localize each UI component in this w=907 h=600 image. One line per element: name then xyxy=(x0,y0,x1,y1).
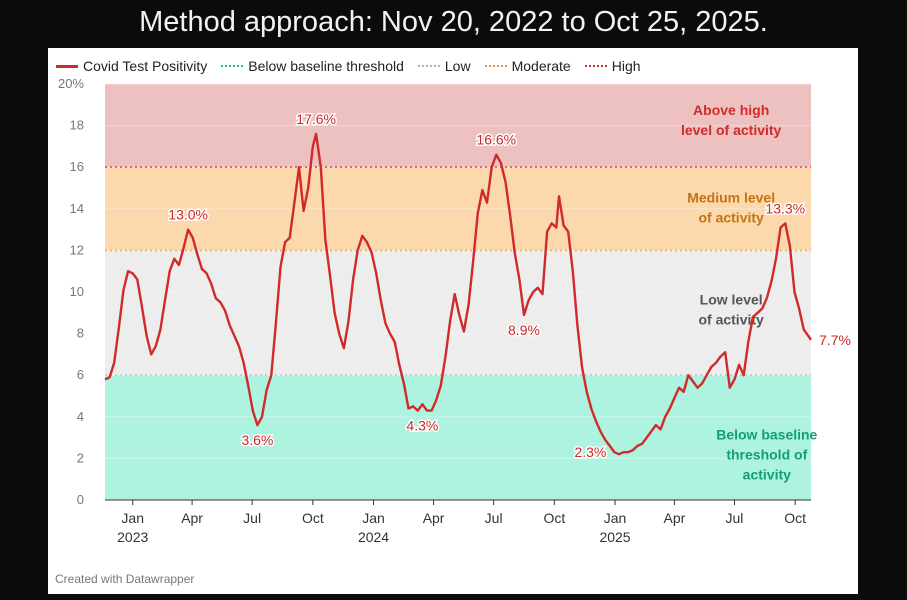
legend-item: Moderate xyxy=(484,58,571,74)
x-tick-label: Oct xyxy=(302,510,324,526)
data-label: 13.0% xyxy=(168,207,208,223)
legend-item: Low xyxy=(417,58,471,74)
x-tick-label: Jul xyxy=(726,510,744,526)
y-tick-label: 2 xyxy=(77,450,84,465)
x-year-label: 2023 xyxy=(117,529,148,545)
band-label-low: of activity xyxy=(698,311,764,327)
y-tick-label: 18 xyxy=(70,118,84,133)
band-moderate xyxy=(105,167,811,251)
y-tick-label: 10 xyxy=(70,284,84,299)
series-line xyxy=(104,132,812,456)
y-tick-label: 14 xyxy=(70,201,84,216)
x-tick-label: Apr xyxy=(423,510,445,526)
legend-label: Low xyxy=(444,58,471,74)
band-label-moderate: Medium level xyxy=(687,190,775,206)
band-label-below-baseline: Below baseline xyxy=(716,427,817,443)
x-tick-label: Jan xyxy=(604,510,627,526)
legend-swatch xyxy=(221,65,244,67)
band-label-high: level of activity xyxy=(681,122,782,138)
x-year-label: 2025 xyxy=(599,529,630,545)
data-label: 16.6% xyxy=(476,132,516,148)
data-label: 4.3% xyxy=(406,418,438,434)
legend-item: High xyxy=(584,58,641,74)
credit-text: Created with Datawrapper xyxy=(55,572,195,586)
x-year-label: 2024 xyxy=(358,529,389,545)
y-tick-label: 6 xyxy=(77,367,84,382)
legend-swatch xyxy=(484,65,507,67)
data-label: 3.6% xyxy=(241,432,273,448)
legend-swatch xyxy=(56,64,78,68)
x-tick-label: Apr xyxy=(664,510,686,526)
legend-label: Moderate xyxy=(511,58,571,74)
band-high xyxy=(105,84,811,168)
band-label-moderate: of activity xyxy=(698,210,764,226)
data-label: 13.3% xyxy=(765,200,805,216)
line-chart: 0 2 4 6 8 10 12 14 16 18 20% Jan 2023 Apr Jul Oct Jan 202… xyxy=(58,76,852,545)
data-label: 7.7% xyxy=(819,332,851,348)
x-tick-label: Oct xyxy=(543,510,565,526)
y-tick-label: 16 xyxy=(70,159,84,174)
x-tick-label: Jan xyxy=(121,510,144,526)
legend-item: Covid Test Positivity xyxy=(56,58,207,74)
band-label-below-baseline: activity xyxy=(743,467,791,483)
y-tick-label: 4 xyxy=(77,409,84,424)
data-label: 8.9% xyxy=(508,322,540,338)
x-tick-label: Oct xyxy=(784,510,806,526)
band-label-low: Low level xyxy=(700,291,763,307)
band-label-below-baseline: threshold of xyxy=(726,447,807,463)
y-tick-label: 20% xyxy=(58,76,84,91)
x-tick-label: Apr xyxy=(181,510,203,526)
x-tick-label: Jan xyxy=(362,510,385,526)
legend-swatch xyxy=(417,65,440,67)
chart-panel: Covid Test Positivity Below baseline thre… xyxy=(48,48,858,594)
chart-legend: Covid Test Positivity Below baseline thre… xyxy=(56,58,641,74)
legend-swatch xyxy=(584,65,607,67)
y-tick-label: 0 xyxy=(77,492,84,507)
y-tick-label: 12 xyxy=(70,242,84,257)
x-tick-label: Jul xyxy=(243,510,261,526)
band-label-high: Above high xyxy=(693,102,769,118)
data-label: 17.6% xyxy=(296,111,336,127)
x-tick-label: Jul xyxy=(485,510,503,526)
legend-item: Below baseline threshold xyxy=(221,58,404,74)
legend-label: Covid Test Positivity xyxy=(83,58,208,74)
y-tick-label: 8 xyxy=(77,326,84,341)
legend-label: High xyxy=(611,58,641,74)
data-label: 2.3% xyxy=(574,444,606,460)
page-title: Method approach: Nov 20, 2022 to Oct 25,… xyxy=(139,6,768,38)
legend-label: Below baseline threshold xyxy=(248,58,404,74)
band-below-baseline xyxy=(105,375,811,500)
